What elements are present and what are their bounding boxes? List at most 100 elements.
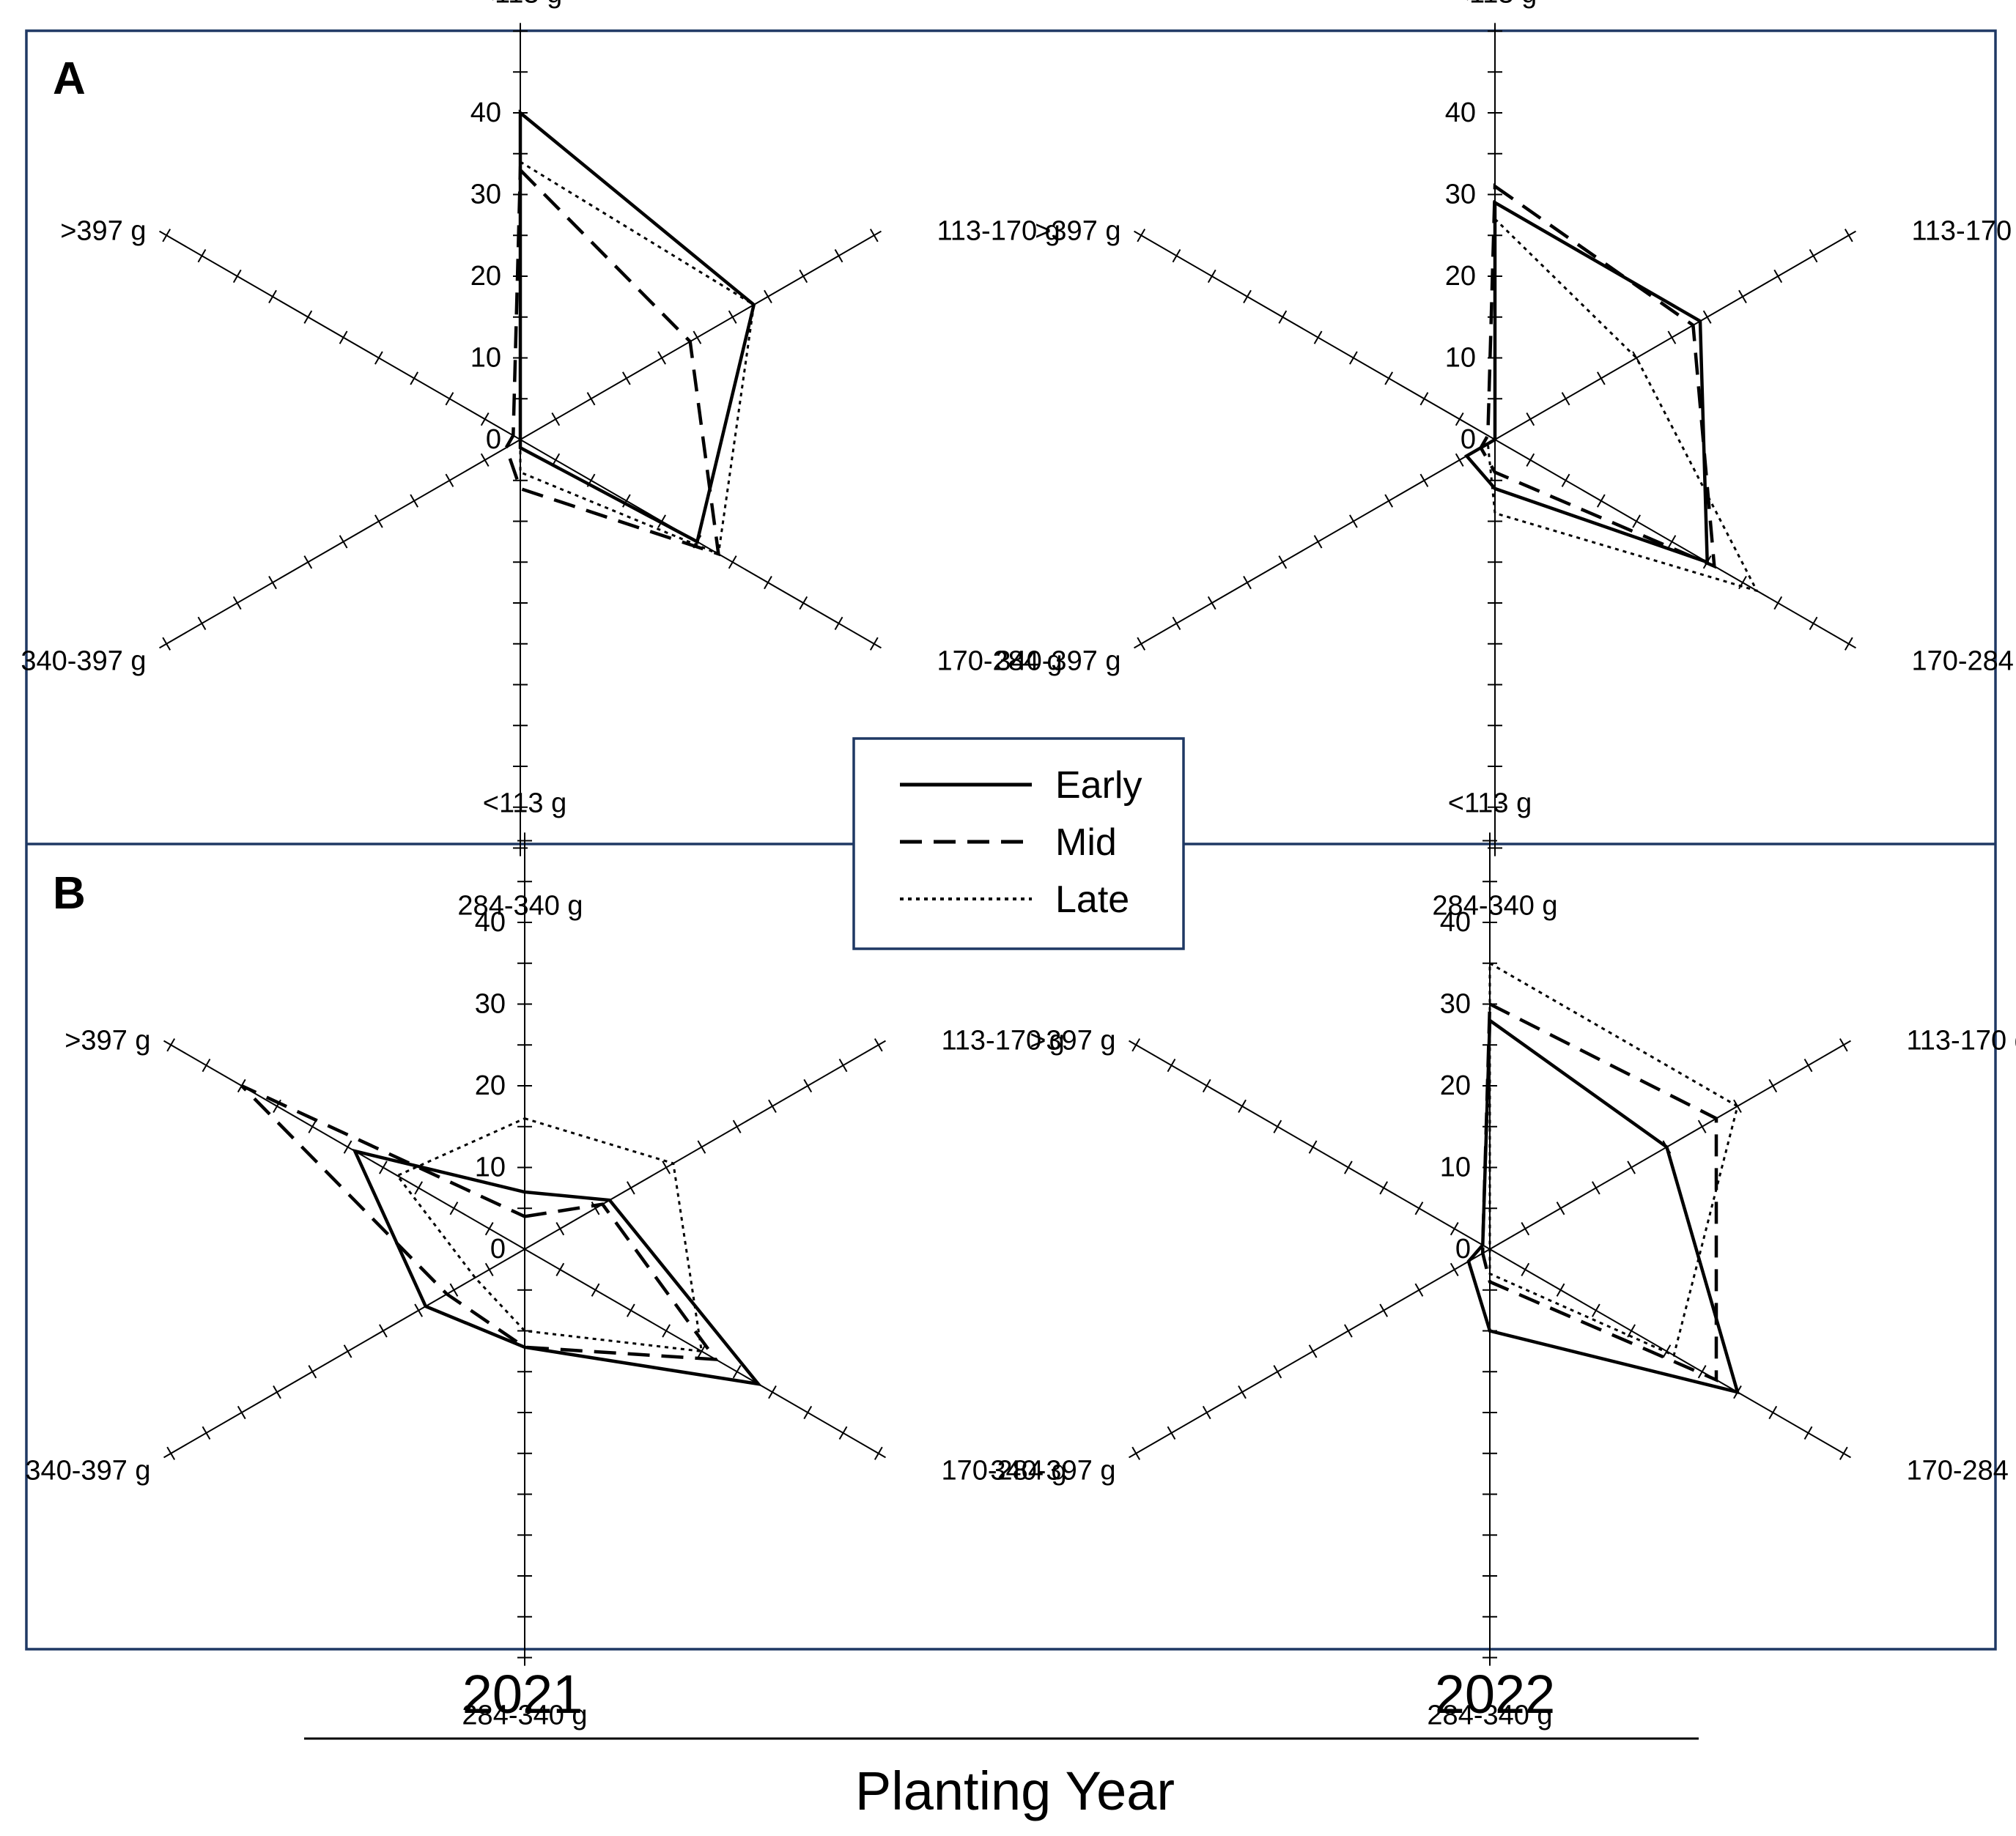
x-axis-title: Planting Year (855, 1761, 1175, 1821)
radar-tick (1207, 269, 1216, 284)
rtick-label: 10 (1445, 343, 1476, 374)
radar-tick (232, 596, 242, 610)
radar-tick (1238, 1099, 1247, 1114)
radar-axis (524, 1040, 886, 1250)
radar-tick (551, 412, 561, 426)
radar-tick (768, 1385, 777, 1399)
radar-tick (799, 269, 808, 284)
series-mid (240, 1084, 720, 1362)
radar-tick (1202, 1078, 1211, 1093)
radar-tick (869, 229, 879, 243)
radar-axis (1129, 1040, 1491, 1250)
series-late (519, 160, 756, 556)
radar-tick (1697, 1365, 1707, 1379)
panel-label-a: A (53, 53, 86, 104)
radar-tick (449, 1283, 459, 1297)
radar-charts: <113 g 113-170 g 170-284 g 284-340 g 340-397… (21, 0, 2016, 1731)
radar-tick (1384, 494, 1394, 508)
radar-tick (379, 1161, 388, 1174)
radar-tick (662, 1324, 671, 1338)
radar-tick (484, 1221, 494, 1236)
radar-tick (480, 412, 490, 426)
radar-tick (273, 1385, 281, 1399)
radar-tick (1627, 1324, 1636, 1338)
radar-tick (484, 1262, 494, 1277)
radar-tick (834, 616, 843, 631)
radar-tick (697, 1344, 706, 1358)
radar-tick (374, 351, 383, 365)
radar-axis (163, 1040, 525, 1250)
rtick-label: 40 (470, 97, 501, 128)
axis-label: 340-397 g (25, 1455, 150, 1486)
series-mid (1481, 1001, 1718, 1382)
radar-tick (1632, 514, 1641, 528)
radar-tick (1526, 412, 1535, 426)
radar-tick (764, 289, 772, 304)
axis-label: >397 g (60, 216, 146, 247)
radar-tick (1131, 1446, 1141, 1460)
series-mid (504, 166, 721, 557)
radar-tick (1561, 392, 1570, 406)
radar-tick (1278, 555, 1288, 569)
axis-label: <113 g (479, 0, 562, 9)
radar-tick (764, 575, 772, 590)
radar-tick (303, 555, 313, 569)
radar-tick (1238, 1385, 1247, 1399)
column-label-2021: 2021 (462, 1664, 583, 1725)
radar-tick (414, 1181, 424, 1195)
radar-tick (591, 1283, 600, 1297)
radar-tick (838, 1426, 848, 1440)
radar-tick (1702, 310, 1712, 324)
radar-tick (555, 1262, 565, 1277)
axis-label: 113-170 g (1906, 1026, 2016, 1056)
rtick-label: 30 (475, 989, 506, 1020)
radar-tick (1414, 1202, 1424, 1215)
legend-label-early: Early (1055, 764, 1142, 807)
radar-tick (202, 1426, 211, 1440)
radar-tick (1521, 1262, 1530, 1277)
radar-tick (728, 310, 737, 324)
axis-label: 284-340 g (462, 1700, 587, 1731)
radar-tick (1172, 248, 1181, 263)
radar-axis (1489, 1248, 1851, 1459)
radar-axis (524, 1248, 886, 1459)
axis-label: >397 g (1035, 216, 1120, 247)
radar-tick (621, 371, 631, 385)
rtick-label: 30 (1440, 989, 1471, 1020)
radar-tick (803, 1078, 813, 1093)
radar-tick (1450, 1262, 1459, 1277)
radar-tick (343, 1140, 352, 1154)
radar-tick (1561, 473, 1570, 487)
radar-tick (1167, 1058, 1176, 1073)
radar-tick (1344, 1161, 1353, 1174)
axis-label: 170-284 g (937, 645, 1062, 676)
radar-tick (1738, 289, 1747, 304)
radar-tick (1667, 535, 1677, 549)
radar-chart-a-2022: <113 g 113-170 g 170-284 g 284-340 g 340-397… (995, 0, 2016, 922)
radar-axis (159, 230, 521, 440)
radar-tick (662, 1161, 671, 1174)
radar-tick (1379, 1303, 1389, 1317)
radar-tick (162, 637, 171, 651)
radar-tick (728, 555, 737, 569)
radar-tick (732, 1365, 742, 1379)
radar-tick (799, 596, 808, 610)
rtick-label: 0 (486, 424, 501, 455)
radar-axis (520, 439, 882, 649)
series-early (352, 1148, 763, 1387)
radar-tick (657, 351, 666, 365)
radar-tick (874, 1038, 883, 1052)
series-late (1488, 961, 1739, 1358)
radar-chart-b-2022: <113 g 113-170 g 170-284 g 284-340 g 340-397… (990, 788, 2016, 1730)
radar-tick (374, 514, 383, 528)
radar-tick (202, 1058, 211, 1073)
axis-label: <113 g (1448, 788, 1532, 818)
radar-tick (445, 392, 454, 406)
radar-tick (410, 494, 419, 508)
radar-tick (1384, 371, 1394, 385)
radar-tick (1844, 637, 1853, 651)
legend-label-mid: Mid (1055, 821, 1117, 864)
radar-tick (414, 1303, 424, 1317)
radar-tick (268, 289, 277, 304)
radar-tick (1455, 453, 1464, 467)
